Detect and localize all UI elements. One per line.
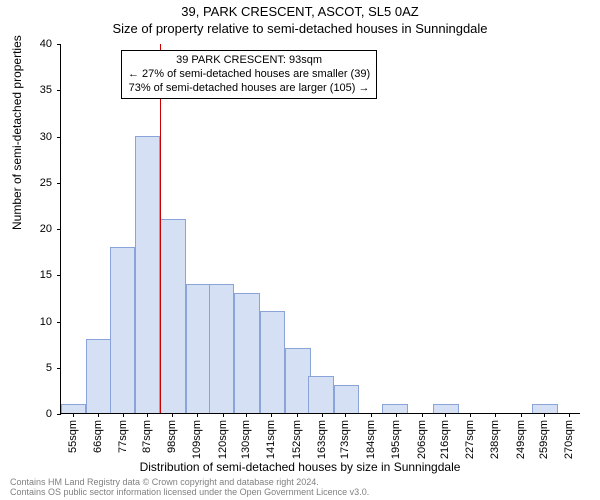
chart-container: 39, PARK CRESCENT, ASCOT, SL5 0AZ Size o…	[0, 0, 600, 500]
ytick	[57, 44, 61, 45]
title-subtitle: Size of property relative to semi-detach…	[0, 19, 600, 36]
histogram-bar	[135, 136, 160, 414]
xtick-label: 227sqm	[464, 420, 476, 459]
xtick	[73, 413, 74, 417]
xtick	[147, 413, 148, 417]
xtick-label: 152sqm	[291, 420, 303, 459]
xtick-label: 55sqm	[67, 420, 79, 453]
xtick-label: 87sqm	[141, 420, 153, 453]
xtick	[271, 413, 272, 417]
xtick-label: 141sqm	[265, 420, 277, 459]
xtick	[445, 413, 446, 417]
xtick	[422, 413, 423, 417]
x-axis-label: Distribution of semi-detached houses by …	[0, 460, 600, 474]
xtick	[521, 413, 522, 417]
histogram-bar	[234, 293, 259, 413]
histogram-bar	[209, 284, 234, 414]
ytick-label: 15	[0, 269, 52, 281]
xtick	[197, 413, 198, 417]
ytick	[57, 322, 61, 323]
xtick-label: 270sqm	[563, 420, 575, 459]
xtick	[223, 413, 224, 417]
ytick-label: 30	[0, 131, 52, 143]
histogram-bar	[186, 284, 211, 414]
ytick-label: 40	[0, 38, 52, 50]
xtick	[569, 413, 570, 417]
ytick-label: 20	[0, 223, 52, 235]
xtick	[495, 413, 496, 417]
xtick-label: 130sqm	[240, 420, 252, 459]
title-address: 39, PARK CRESCENT, ASCOT, SL5 0AZ	[0, 0, 600, 19]
xtick	[371, 413, 372, 417]
xtick-label: 195sqm	[390, 420, 402, 459]
xtick	[297, 413, 298, 417]
xtick-label: 206sqm	[416, 420, 428, 459]
histogram-bar	[334, 385, 359, 413]
footer-line2: Contains OS public sector information li…	[10, 488, 369, 498]
ytick	[57, 229, 61, 230]
xtick	[246, 413, 247, 417]
histogram-bar	[382, 404, 407, 413]
ytick-label: 0	[0, 408, 52, 420]
xtick-label: 184sqm	[365, 420, 377, 459]
xtick-label: 109sqm	[191, 420, 203, 459]
annotation-line: 39 PARK CRESCENT: 93sqm	[128, 54, 370, 68]
ytick	[57, 275, 61, 276]
ytick	[57, 183, 61, 184]
xtick-label: 163sqm	[316, 420, 328, 459]
ytick-label: 35	[0, 84, 52, 96]
plot-area: 55sqm66sqm77sqm87sqm98sqm109sqm120sqm130…	[60, 44, 580, 414]
histogram-bar	[285, 348, 310, 413]
annotation-line: ← 27% of semi-detached houses are smalle…	[128, 68, 370, 82]
histogram-bar	[61, 404, 86, 413]
histogram-bar	[110, 247, 135, 414]
ytick-label: 10	[0, 316, 52, 328]
ytick	[57, 137, 61, 138]
xtick	[345, 413, 346, 417]
annotation-line: 73% of semi-detached houses are larger (…	[128, 82, 370, 96]
xtick	[470, 413, 471, 417]
ytick	[57, 90, 61, 91]
xtick-label: 120sqm	[217, 420, 229, 459]
xtick	[172, 413, 173, 417]
xtick-label: 66sqm	[92, 420, 104, 453]
histogram-bar	[160, 219, 185, 413]
annotation-box: 39 PARK CRESCENT: 93sqm← 27% of semi-det…	[121, 50, 377, 99]
xtick	[98, 413, 99, 417]
xtick	[396, 413, 397, 417]
xtick-label: 216sqm	[439, 420, 451, 459]
ytick-label: 25	[0, 177, 52, 189]
xtick-label: 173sqm	[339, 420, 351, 459]
xtick	[322, 413, 323, 417]
xtick-label: 259sqm	[538, 420, 550, 459]
xtick-label: 77sqm	[117, 420, 129, 453]
footer-attribution: Contains HM Land Registry data © Crown c…	[10, 478, 369, 498]
xtick-label: 249sqm	[515, 420, 527, 459]
ytick-label: 5	[0, 362, 52, 374]
xtick-label: 238sqm	[489, 420, 501, 459]
histogram-bar	[86, 339, 111, 413]
histogram-bar	[532, 404, 557, 413]
xtick	[544, 413, 545, 417]
histogram-bar	[433, 404, 458, 413]
xtick	[123, 413, 124, 417]
ytick	[57, 414, 61, 415]
property-marker-line	[160, 44, 161, 413]
histogram-bar	[260, 311, 285, 413]
histogram-bar	[308, 376, 333, 413]
xtick-label: 98sqm	[166, 420, 178, 453]
ytick	[57, 368, 61, 369]
